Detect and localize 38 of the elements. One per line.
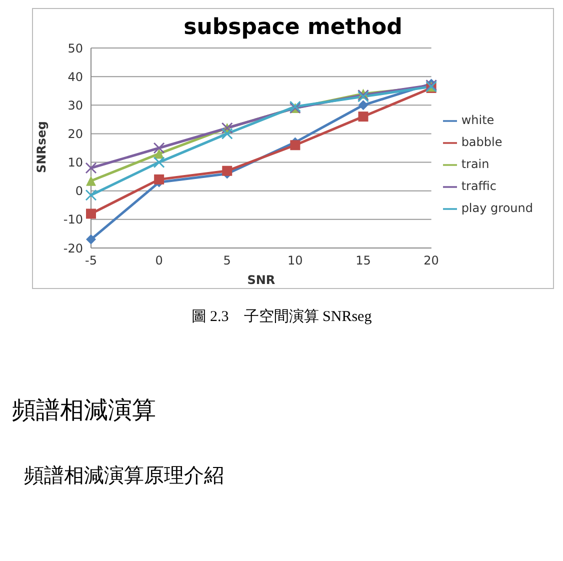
y-tick-label: 30 bbox=[68, 98, 83, 112]
x-tick-label: 15 bbox=[356, 254, 371, 268]
y-axis-title: SNRseg bbox=[34, 121, 48, 173]
point bbox=[85, 189, 97, 201]
legend-label: babble bbox=[461, 135, 502, 149]
legend-label: train bbox=[461, 157, 490, 171]
point bbox=[153, 142, 165, 154]
point bbox=[290, 140, 300, 150]
point bbox=[358, 112, 368, 122]
x-tick-label: 5 bbox=[223, 254, 231, 268]
text: 頻譜相減演算原理介紹 bbox=[24, 464, 225, 489]
x-tick-label: -5 bbox=[85, 254, 97, 268]
point bbox=[86, 234, 96, 244]
point bbox=[221, 128, 233, 140]
y-tick-label: -20 bbox=[63, 241, 83, 256]
point bbox=[358, 100, 368, 110]
y-tick-label: 10 bbox=[68, 156, 83, 170]
legend-label: traffic bbox=[461, 179, 497, 193]
point bbox=[153, 156, 165, 168]
y-tick-label: 0 bbox=[75, 184, 83, 198]
y-tick-label: 50 bbox=[68, 41, 83, 56]
x-axis-title: SNR bbox=[247, 273, 276, 287]
point bbox=[222, 166, 232, 176]
text: 頻譜相減演算 bbox=[12, 396, 157, 426]
x-tick-label: 10 bbox=[288, 254, 303, 268]
y-tick-label: 40 bbox=[68, 70, 83, 84]
x-tick-label: 0 bbox=[155, 254, 163, 268]
x-tick-label: 20 bbox=[424, 254, 439, 268]
point bbox=[154, 174, 164, 184]
caption: 圖 2.3 子空間演算 SNRseg bbox=[190, 308, 373, 326]
y-tick-label: -10 bbox=[63, 212, 83, 227]
legend-label: play ground bbox=[461, 201, 533, 215]
legend-label: white bbox=[461, 113, 494, 127]
y-tick-label: 20 bbox=[68, 126, 83, 141]
point bbox=[85, 162, 97, 174]
point bbox=[86, 208, 96, 219]
point bbox=[86, 176, 96, 186]
chart-title: subspace method bbox=[182, 15, 404, 40]
